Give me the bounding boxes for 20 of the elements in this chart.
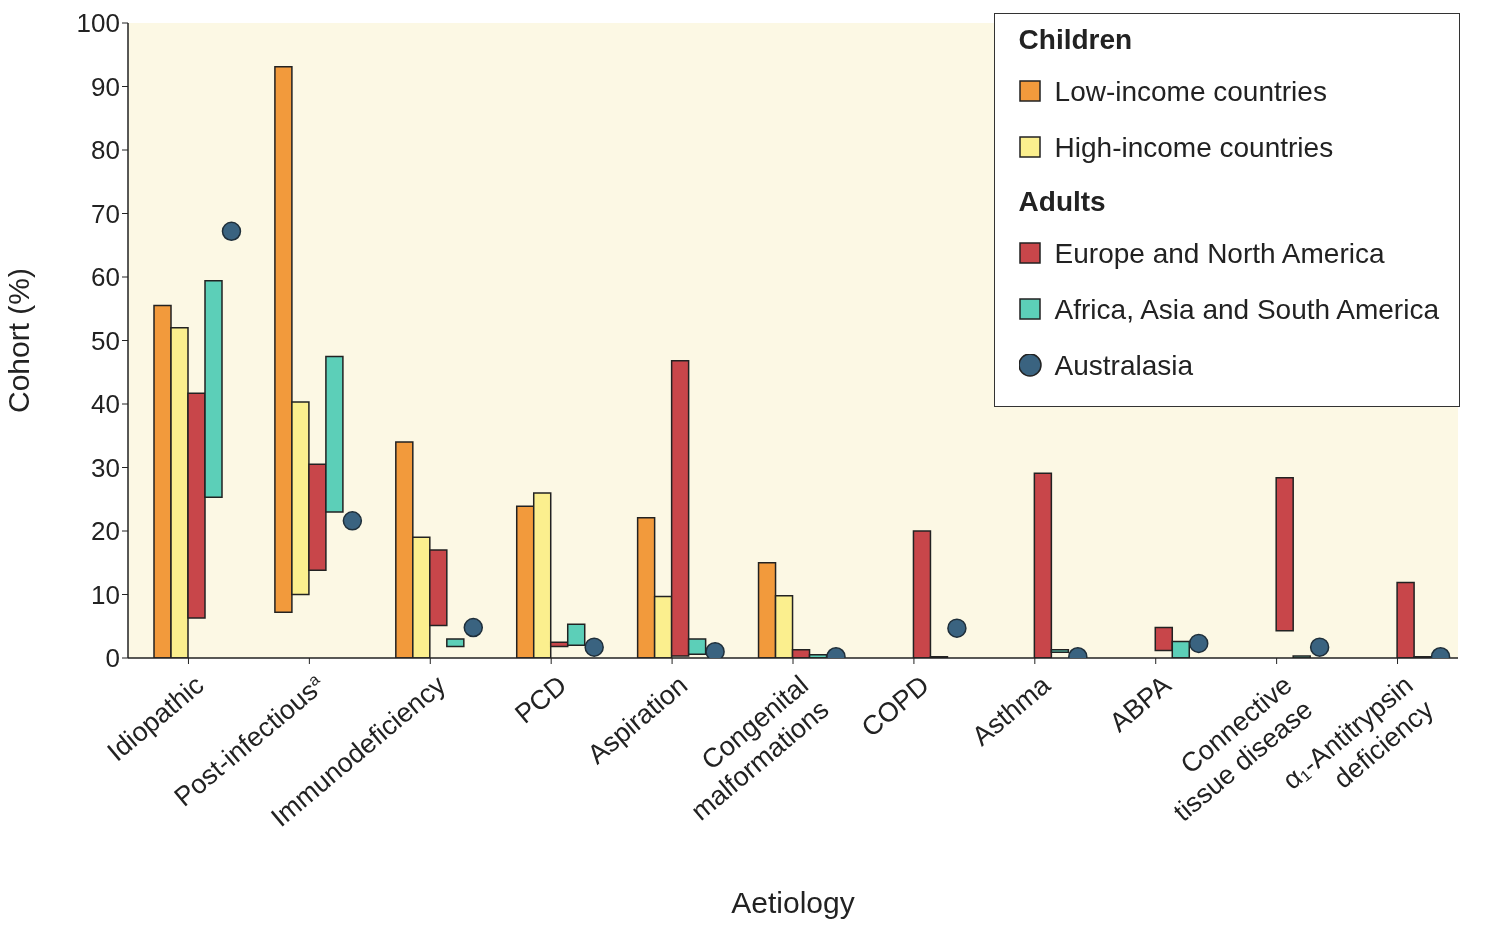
annotation: Children [1018, 24, 1134, 56]
y-tick-label: 100 [76, 8, 120, 39]
legend-label: Low-income countries [1054, 76, 1327, 108]
legend-label: High-income countries [1054, 132, 1334, 164]
y-tick-label: 50 [91, 325, 120, 356]
legend-label: Australasia [1054, 350, 1194, 382]
legend-label: Africa, Asia and South America [1054, 294, 1439, 326]
y-tick-label: 70 [91, 198, 120, 229]
y-tick-label: 90 [91, 71, 120, 102]
y-tick-label: 60 [91, 262, 120, 293]
legend-label: Europe and North America [1054, 238, 1385, 270]
y-tick-label: 0 [105, 643, 120, 674]
y-tick-label: 80 [91, 135, 120, 166]
y-tick-label: 20 [91, 516, 120, 547]
y-tick-label: 40 [91, 389, 120, 420]
y-tick-label: 30 [91, 452, 120, 483]
annotation: Adults [1018, 186, 1107, 218]
y-tick-label: 10 [91, 579, 120, 610]
x-axis-title: Aetiology [731, 886, 855, 919]
x-tick-label: PCD [509, 669, 573, 730]
